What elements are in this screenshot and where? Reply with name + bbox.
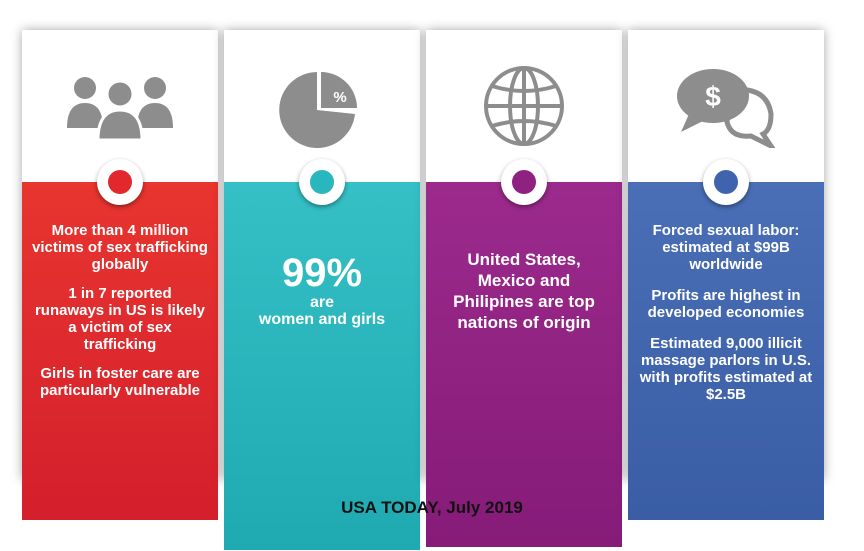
panel-victims-top: [22, 30, 218, 182]
dollar-label: $: [705, 81, 721, 112]
people-icon: [65, 70, 175, 142]
stat-are: are: [309, 294, 335, 311]
panel-origin: United States, Mexico and Philipines are…: [426, 30, 622, 547]
panel-women-girls-top: %: [224, 30, 420, 182]
origin-text: United States, Mexico and Philipines are…: [453, 250, 595, 332]
panel-victims-body: More than 4 million victims of sex traff…: [22, 182, 218, 520]
panel-women-girls: % 99% are women and girls: [224, 30, 420, 550]
panel-profits: $ Forced sexual labor: estimated at $99B…: [628, 30, 824, 520]
victims-text-1: More than 4 million victims of sex traff…: [32, 222, 208, 273]
profits-text-3: Estimated 9,000 illicit massage parlors …: [639, 335, 813, 403]
red-dot: [108, 170, 132, 194]
panel-victims: More than 4 million victims of sex traff…: [22, 30, 218, 520]
panel-women-girls-body: 99% are women and girls: [224, 182, 420, 550]
panel-origin-marker: [501, 159, 547, 205]
victims-text-3: Girls in foster care are particularly vu…: [39, 365, 201, 399]
panel-origin-top: [426, 30, 622, 182]
percent-label: %: [333, 89, 346, 106]
profits-text-1: Forced sexual labor: estimated at $99B w…: [652, 222, 800, 273]
infographic-panels: More than 4 million victims of sex traff…: [22, 30, 824, 550]
panel-women-girls-marker: [299, 159, 345, 205]
panel-victims-marker: [97, 159, 143, 205]
stat-women-girls: women and girls: [258, 311, 386, 328]
panel-profits-body: Forced sexual labor: estimated at $99B w…: [628, 182, 824, 520]
panel-profits-top: $: [628, 30, 824, 182]
globe-icon: [482, 64, 566, 148]
blue-dot: [714, 170, 738, 194]
panel-profits-marker: [703, 159, 749, 205]
stat-99-percent: 99%: [281, 251, 363, 295]
purple-dot: [512, 170, 536, 194]
victims-text-2: 1 in 7 reported runaways in US is likely…: [34, 285, 206, 353]
source-credit: USA TODAY, July 2019: [341, 498, 523, 517]
panel-origin-body: United States, Mexico and Philipines are…: [426, 182, 622, 547]
profits-text-2: Profits are highest in developed economi…: [647, 287, 805, 321]
pie-chart-percent-icon: %: [277, 64, 367, 148]
speech-bubbles-dollar-icon: $: [671, 64, 781, 148]
teal-dot: [310, 170, 334, 194]
